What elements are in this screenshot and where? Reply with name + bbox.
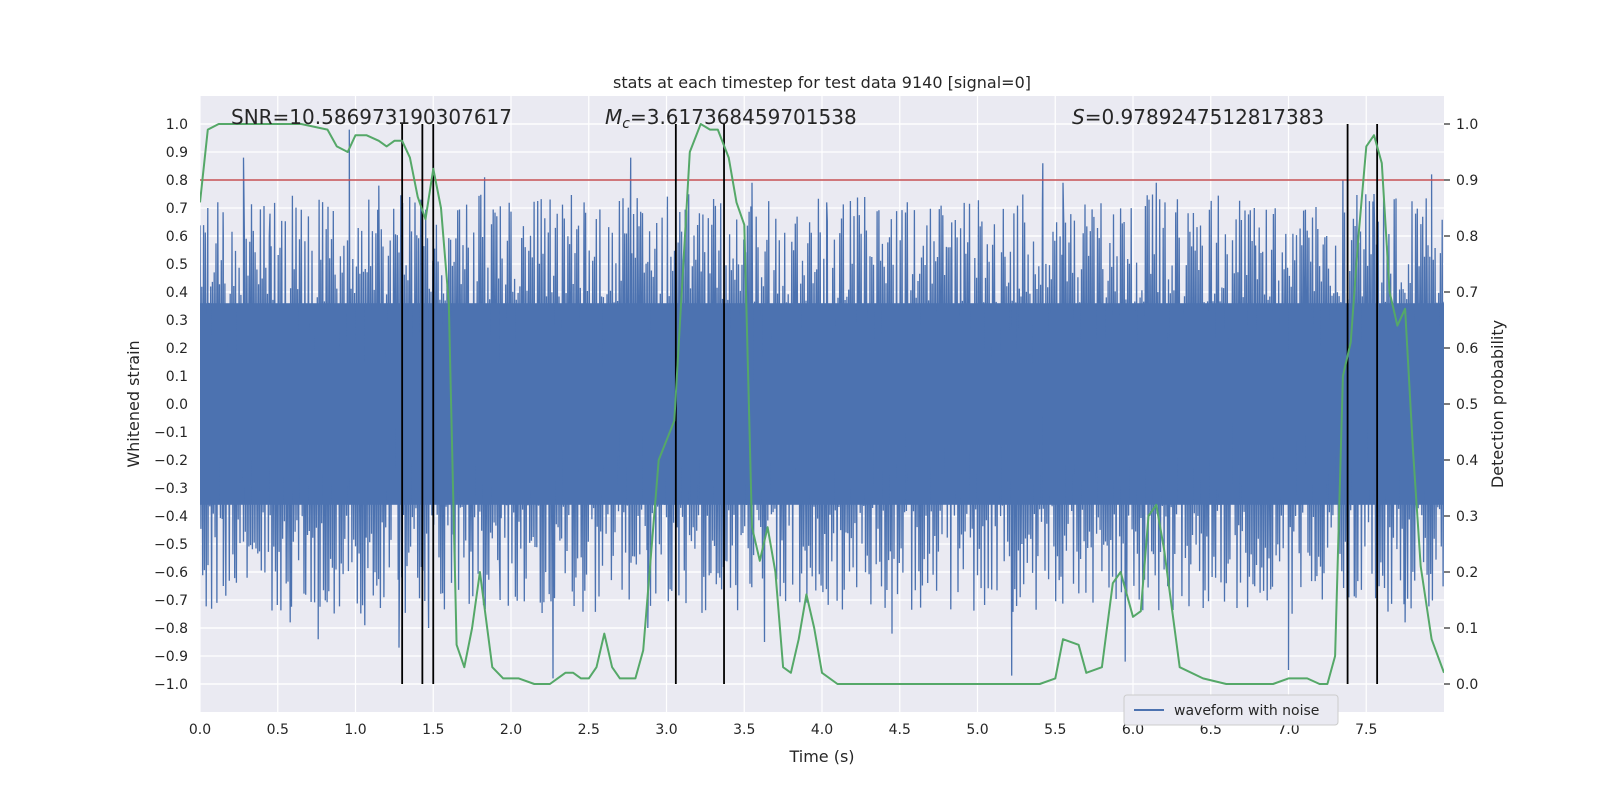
x-tick-label: 7.5 bbox=[1355, 722, 1377, 738]
chirp-mass-annotation: Mc=3.617368459701538 bbox=[605, 105, 857, 132]
score-value: =0.9789247512817383 bbox=[1085, 105, 1324, 129]
waveform-series bbox=[200, 129, 1444, 679]
x-tick-label: 0.5 bbox=[267, 722, 289, 738]
y-right-tick-label: 0.0 bbox=[1456, 677, 1478, 693]
y-axis-left-label: Whitened strain bbox=[124, 340, 143, 467]
y-left-tick-label: 0.5 bbox=[166, 257, 188, 273]
chirp-mass-value: =3.617368459701538 bbox=[630, 105, 857, 129]
legend-entry-waveform: waveform with noise bbox=[1174, 703, 1319, 719]
legend: waveform with noise bbox=[1123, 694, 1339, 726]
x-tick-label: 1.0 bbox=[344, 722, 366, 738]
y-right-tick-label: 1.0 bbox=[1456, 117, 1478, 133]
score-annotation: S=0.9789247512817383 bbox=[1072, 105, 1324, 129]
x-tick-label: 6.5 bbox=[1200, 722, 1222, 738]
x-tick-label: 5.0 bbox=[966, 722, 988, 738]
y-right-tick-label: 0.7 bbox=[1456, 285, 1478, 301]
probability-line bbox=[200, 123, 1444, 685]
y-left-tick-label: −0.6 bbox=[154, 565, 188, 581]
y-left-tick-label: 0.7 bbox=[166, 201, 188, 217]
y-left-tick-label: −0.4 bbox=[154, 509, 188, 525]
chirp-mass-subscript: c bbox=[622, 116, 630, 132]
x-tick-label: 2.5 bbox=[578, 722, 600, 738]
y-left-tick-label: −0.1 bbox=[154, 425, 188, 441]
y-right-tick-label: 0.2 bbox=[1456, 565, 1478, 581]
x-tick-label: 4.5 bbox=[889, 722, 911, 738]
x-tick-label: 3.0 bbox=[655, 722, 677, 738]
y-left-tick-label: −0.5 bbox=[154, 537, 188, 553]
y-axis-right: 1.0 0.9 0.8 0.7 0.6 0.5 0.4 0.3 0.2 0.1 0.0 bbox=[1444, 117, 1478, 693]
x-axis: 0.0 0.5 1.0 1.5 2.0 2.5 3.0 3.5 4.0 4.5 5.0 5.5 6.0 6… bbox=[189, 722, 1378, 738]
y-right-tick-label: 0.3 bbox=[1456, 509, 1478, 525]
probability-series bbox=[200, 123, 1444, 685]
x-tick-label: 7.0 bbox=[1277, 722, 1299, 738]
y-left-tick-label: −0.3 bbox=[154, 481, 188, 497]
y-left-tick-label: 0.1 bbox=[166, 369, 188, 385]
x-tick-label: 6.0 bbox=[1122, 722, 1144, 738]
x-tick-label: 0.0 bbox=[189, 722, 211, 738]
chirp-mass-symbol: M bbox=[605, 105, 622, 129]
y-axis-right-label: Detection probability bbox=[1488, 320, 1507, 488]
y-right-tick-label: 0.9 bbox=[1456, 173, 1478, 189]
x-tick-label: 1.5 bbox=[422, 722, 444, 738]
score-symbol: S bbox=[1072, 105, 1085, 129]
y-axis-left: 1.0 0.9 0.8 0.7 0.6 0.5 0.4 0.3 0.2 0.1 0.0 −0.1 −0.… bbox=[154, 117, 188, 693]
y-right-tick-label: 0.8 bbox=[1456, 229, 1478, 245]
y-right-tick-label: 0.6 bbox=[1456, 341, 1478, 357]
y-left-tick-label: −0.8 bbox=[154, 621, 188, 637]
y-right-tick-label: 0.4 bbox=[1456, 453, 1478, 469]
x-tick-label: 4.0 bbox=[811, 722, 833, 738]
x-axis-label: Time (s) bbox=[788, 747, 854, 766]
x-tick-label: 3.5 bbox=[733, 722, 755, 738]
legend-box bbox=[1123, 694, 1339, 726]
y-left-tick-label: 0.0 bbox=[166, 397, 188, 413]
x-tick-label: 2.0 bbox=[500, 722, 522, 738]
y-left-tick-label: −0.2 bbox=[154, 453, 188, 469]
y-left-tick-label: −0.9 bbox=[154, 649, 188, 665]
y-left-tick-label: 0.6 bbox=[166, 229, 188, 245]
chart-title: stats at each timestep for test data 914… bbox=[613, 73, 1031, 92]
y-left-tick-label: 0.3 bbox=[166, 313, 188, 329]
x-tick-label: 5.5 bbox=[1044, 722, 1066, 738]
y-left-tick-label: 0.8 bbox=[166, 173, 188, 189]
y-left-tick-label: 0.4 bbox=[166, 285, 188, 301]
y-left-tick-label: 0.2 bbox=[166, 341, 188, 357]
y-right-tick-label: 0.5 bbox=[1456, 397, 1478, 413]
y-left-tick-label: −1.0 bbox=[154, 677, 188, 693]
y-left-tick-label: −0.7 bbox=[154, 593, 188, 609]
y-left-tick-label: 0.9 bbox=[166, 145, 188, 161]
y-right-tick-label: 0.1 bbox=[1456, 621, 1478, 637]
y-left-tick-label: 1.0 bbox=[166, 117, 188, 133]
snr-annotation: SNR=10.586973190307617 bbox=[231, 105, 512, 129]
